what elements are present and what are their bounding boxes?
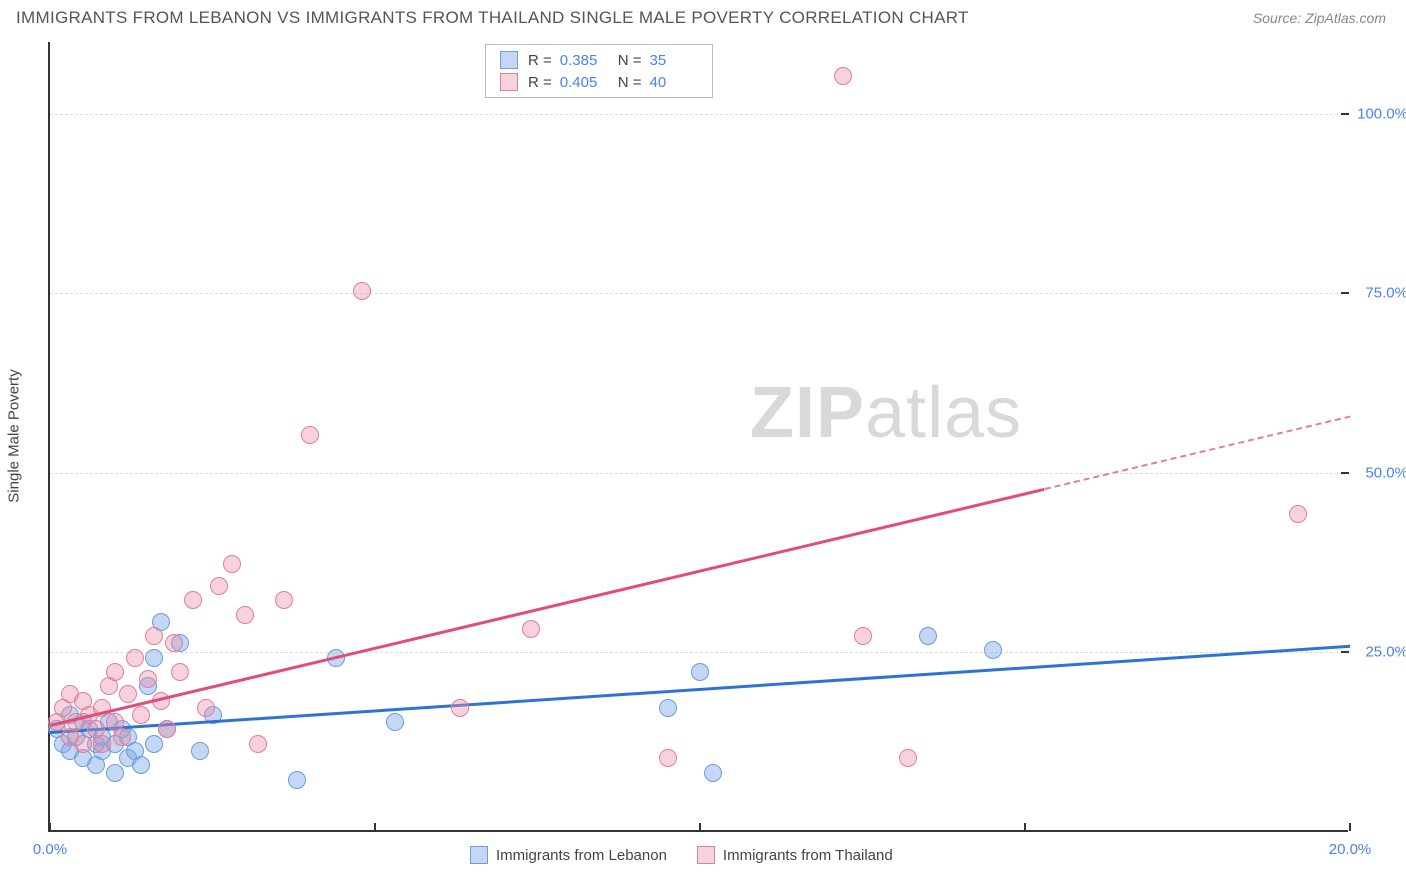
data-point [854,627,872,645]
y-tick-label: 50.0% [1365,464,1406,481]
data-point [288,771,306,789]
data-point [158,720,176,738]
r-value: 0.385 [560,52,608,69]
y-tick [1341,113,1349,115]
data-point [139,670,157,688]
data-point [132,706,150,724]
grid-line [50,114,1348,115]
data-point [522,620,540,638]
stats-legend-row: R = 0.385 N = 35 [486,49,712,71]
chart-title: IMMIGRANTS FROM LEBANON VS IMMIGRANTS FR… [16,8,969,28]
stats-legend: R = 0.385 N = 35 R = 0.405 N = 40 [485,44,713,98]
grid-line [50,652,1348,653]
data-point [704,764,722,782]
n-label: N = [618,74,642,91]
chart-area: Single Male Poverty ZIPatlas 25.0%50.0%7… [48,42,1348,832]
source-attribution: Source: ZipAtlas.com [1253,10,1386,26]
data-point [236,606,254,624]
legend-swatch [697,846,715,864]
data-point [93,735,111,753]
series-name: Immigrants from Thailand [723,847,893,864]
data-point [145,627,163,645]
data-point [145,649,163,667]
data-point [184,591,202,609]
trend-line [50,645,1350,734]
data-point [119,685,137,703]
data-point [106,764,124,782]
y-tick-label: 100.0% [1357,105,1406,122]
data-point [353,282,371,300]
x-tick [699,823,701,831]
x-tick [1024,823,1026,831]
y-tick-label: 75.0% [1365,285,1406,302]
scatter-plot: Single Male Poverty ZIPatlas 25.0%50.0%7… [48,42,1348,832]
r-value: 0.405 [560,74,608,91]
y-axis-label: Single Male Poverty [6,369,23,502]
x-tick [374,823,376,831]
data-point [301,426,319,444]
y-tick [1341,292,1349,294]
series-legend: Immigrants from Lebanon Immigrants from T… [470,846,893,864]
stats-legend-row: R = 0.405 N = 40 [486,71,712,93]
data-point [899,749,917,767]
trend-line [1044,415,1350,490]
data-point [249,735,267,753]
data-point [126,649,144,667]
data-point [691,663,709,681]
data-point [834,67,852,85]
data-point [132,756,150,774]
data-point [659,699,677,717]
grid-line [50,473,1348,474]
grid-line [50,293,1348,294]
series-name: Immigrants from Lebanon [496,847,667,864]
n-value: 40 [650,74,698,91]
trend-line [50,488,1045,727]
data-point [223,555,241,573]
data-point [74,735,92,753]
data-point [210,577,228,595]
watermark-thin: atlas [865,373,1022,453]
x-tick [1349,823,1351,831]
n-value: 35 [650,52,698,69]
y-tick [1341,651,1349,653]
x-tick-label: 0.0% [33,841,67,858]
data-point [113,728,131,746]
data-point [197,699,215,717]
data-point [145,735,163,753]
data-point [106,663,124,681]
legend-swatch [500,51,518,69]
watermark-bold: ZIP [750,373,865,453]
r-label: R = [528,74,552,91]
n-label: N = [618,52,642,69]
y-tick [1341,472,1349,474]
watermark: ZIPatlas [750,372,1022,454]
x-tick-label: 20.0% [1329,841,1372,858]
x-tick [49,823,51,831]
data-point [275,591,293,609]
data-point [171,663,189,681]
legend-swatch [470,846,488,864]
legend-swatch [500,73,518,91]
r-label: R = [528,52,552,69]
data-point [659,749,677,767]
data-point [191,742,209,760]
data-point [165,634,183,652]
data-point [919,627,937,645]
y-tick-label: 25.0% [1365,644,1406,661]
data-point [386,713,404,731]
data-point [451,699,469,717]
data-point [1289,505,1307,523]
data-point [984,641,1002,659]
series-legend-item: Immigrants from Lebanon [470,846,667,864]
series-legend-item: Immigrants from Thailand [697,846,893,864]
